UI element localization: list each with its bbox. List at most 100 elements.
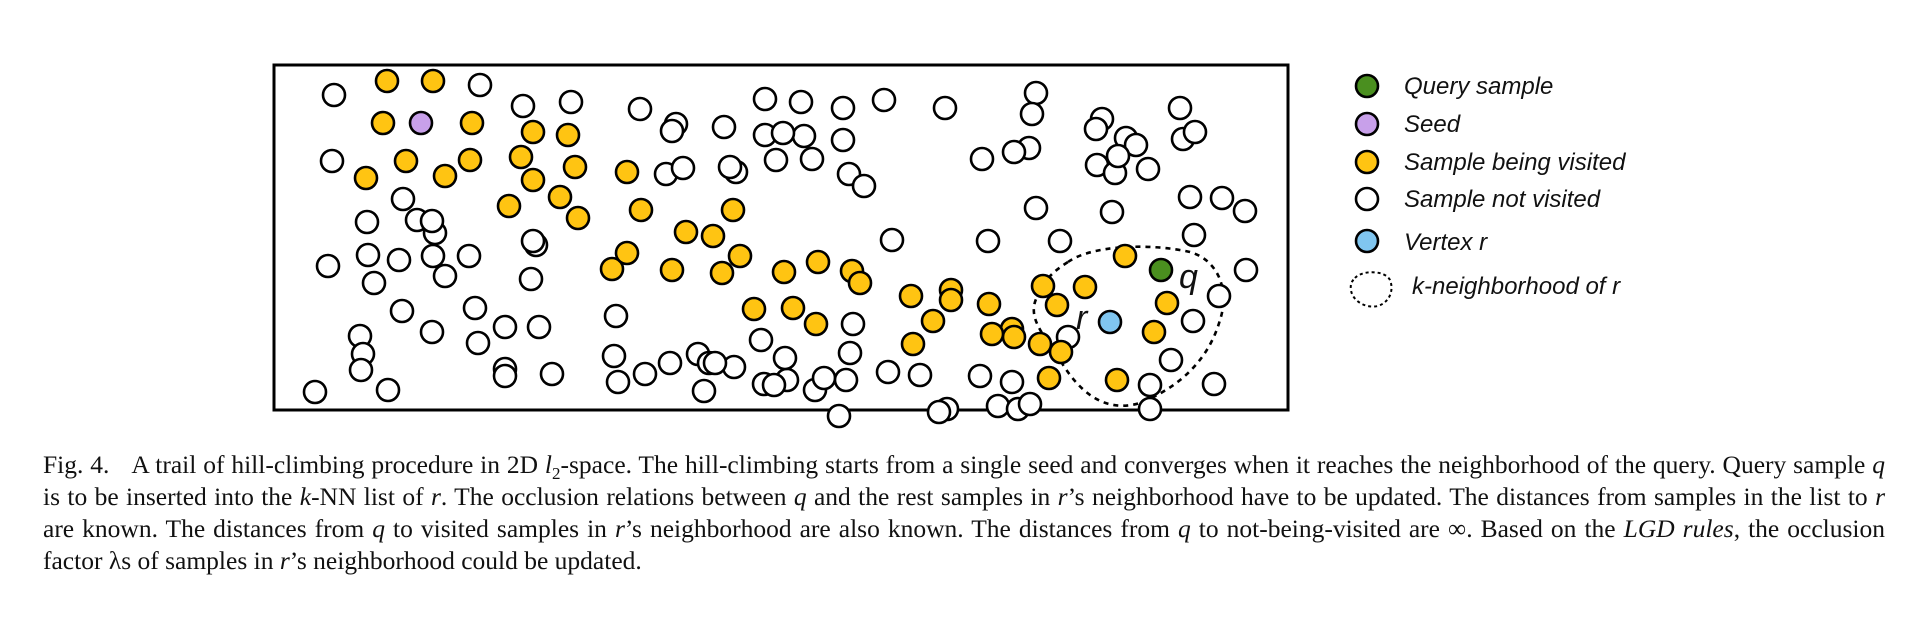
sample-visited <box>614 240 640 266</box>
sample-not-visited <box>763 147 789 173</box>
sample-visited <box>709 260 735 286</box>
legend: Query sample Seed Sample being visited S… <box>1349 73 1626 308</box>
sample-not-visited <box>659 118 685 144</box>
sample-visited <box>673 219 699 245</box>
sample-not-visited <box>1206 283 1232 309</box>
sample-not-visited <box>702 350 728 376</box>
sample-visited <box>614 159 640 185</box>
sample-not-visited <box>1017 391 1043 417</box>
legend-query-label: Query sample <box>1404 73 1553 100</box>
sample-not-visited <box>761 372 787 398</box>
sample-not-visited <box>1180 308 1206 334</box>
sample-not-visited <box>1023 195 1049 221</box>
sample-not-visited <box>1047 228 1073 254</box>
sample-not-visited <box>999 369 1025 395</box>
sample-not-visited <box>1019 101 1045 127</box>
sample-not-visited <box>1105 143 1131 169</box>
sample-not-visited <box>967 363 993 389</box>
sample-not-visited <box>420 243 446 269</box>
sample-visited <box>457 147 483 173</box>
sample-visited <box>900 331 926 357</box>
sample-not-visited <box>432 263 458 289</box>
sample-not-visited <box>826 403 852 429</box>
legend-not-visited-label: Sample not visited <box>1404 186 1601 213</box>
sample-not-visited <box>837 340 863 366</box>
sample-not-visited <box>1209 185 1235 211</box>
sample-not-visited <box>670 155 696 181</box>
sample-not-visited <box>539 361 565 387</box>
sample-not-visited <box>752 86 778 112</box>
sample-not-visited <box>840 311 866 337</box>
sample-not-visited <box>419 208 445 234</box>
sample-visited <box>547 184 573 210</box>
legend-neighborhood-label: k-neighborhood of r <box>1412 273 1621 300</box>
sample-not-visited <box>799 146 825 172</box>
sample-visited <box>599 256 625 282</box>
sample-visited <box>628 197 654 223</box>
sample-visited <box>1001 324 1027 350</box>
sample-visited <box>520 167 546 193</box>
sample-not-visited <box>558 89 584 115</box>
sample-not-visited <box>518 266 544 292</box>
sample-not-visited <box>985 393 1011 419</box>
sample-visited <box>847 270 873 296</box>
sample-visited <box>555 122 581 148</box>
legend-visited-marker <box>1354 149 1380 175</box>
sample-not-visited <box>770 120 796 146</box>
sample-not-visited <box>851 173 877 199</box>
plot-frame <box>272 63 1290 412</box>
hill-climbing-figure: q r Query sample Seed Sample being visit… <box>272 63 1626 429</box>
sample-visited <box>976 291 1002 317</box>
sample-not-visited <box>811 365 837 391</box>
sample-not-visited <box>833 367 859 393</box>
sample-visited <box>1154 290 1180 316</box>
sample-visited <box>374 68 400 94</box>
sample-not-visited <box>348 357 374 383</box>
sample-not-visited <box>603 303 629 329</box>
sample-not-visited <box>969 146 995 172</box>
sample-not-visited <box>520 228 546 254</box>
sample-not-visited <box>1083 116 1109 142</box>
sample-visited <box>700 223 726 249</box>
sample-not-visited <box>492 363 518 389</box>
sample-visited <box>1036 365 1062 391</box>
sample-not-visited <box>386 247 412 273</box>
sample-visited <box>370 110 396 136</box>
sample-visited <box>562 154 588 180</box>
sample-visited <box>803 311 829 337</box>
sample-not-visited <box>1158 347 1184 373</box>
sample-visited <box>459 110 485 136</box>
q-label: q <box>1179 258 1198 296</box>
sample-visited <box>741 296 767 322</box>
sample-not-visited <box>315 253 341 279</box>
sample-not-visited <box>389 298 415 324</box>
sample-not-visited <box>456 243 482 269</box>
legend-seed-marker <box>1354 111 1380 137</box>
sample-not-visited <box>830 127 856 153</box>
sample-visited <box>805 249 831 275</box>
sample-not-visited <box>467 72 493 98</box>
sample-not-visited <box>1099 199 1125 225</box>
legend-neighborhood-marker <box>1349 271 1393 308</box>
legend-visited-label: Sample being visited <box>1404 149 1626 176</box>
seed-sample <box>408 110 434 136</box>
sample-not-visited <box>711 114 737 140</box>
figure-caption: Fig. 4. A trail of hill-climbing procedur… <box>43 450 1885 575</box>
sample-visited <box>938 287 964 313</box>
sample-visited <box>780 295 806 321</box>
sample-not-visited <box>526 314 552 340</box>
sample-not-visited <box>355 242 381 268</box>
sample-not-visited <box>605 369 631 395</box>
sample-not-visited <box>1201 371 1227 397</box>
sample-visited <box>1141 319 1167 345</box>
sample-not-visited <box>875 359 901 385</box>
sample-visited <box>496 193 522 219</box>
sample-not-visited <box>1001 139 1027 165</box>
sample-visited <box>432 163 458 189</box>
query-sample-q <box>1148 257 1174 283</box>
sample-not-visited <box>390 186 416 212</box>
sample-visited <box>353 165 379 191</box>
lgd-rules-term: LGD rules <box>1623 514 1734 543</box>
figure-number: Fig. 4. <box>43 450 110 479</box>
sample-visited <box>720 197 746 223</box>
